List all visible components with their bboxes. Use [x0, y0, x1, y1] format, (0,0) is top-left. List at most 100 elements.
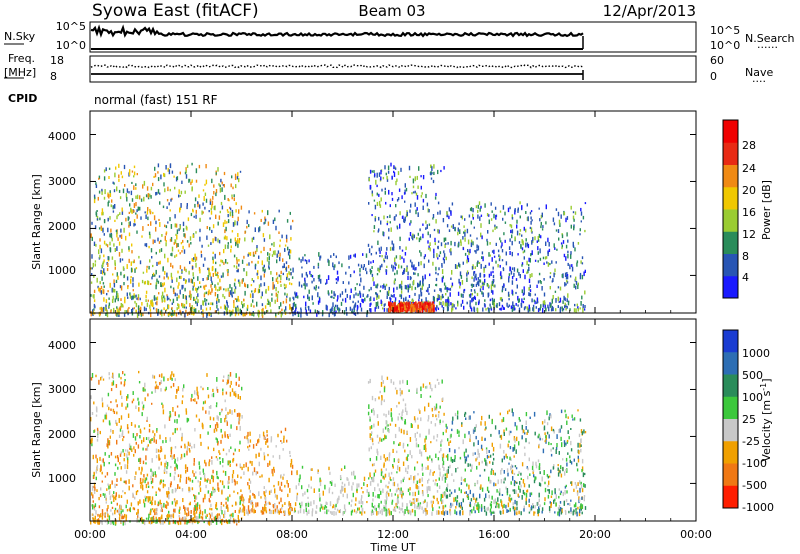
data-cell	[399, 387, 401, 391]
data-cell	[134, 268, 136, 273]
data-cell	[208, 461, 210, 467]
data-cell	[467, 239, 470, 245]
data-cell	[150, 283, 152, 285]
data-cell	[134, 436, 137, 441]
data-cell	[380, 471, 383, 477]
data-cell	[395, 214, 397, 217]
data-cell	[528, 278, 531, 283]
data-cell	[234, 390, 237, 396]
data-cell	[124, 513, 126, 518]
data-cell	[227, 480, 229, 485]
data-cell	[331, 295, 333, 299]
data-cell	[164, 297, 166, 303]
data-cell	[344, 487, 346, 493]
data-cell	[114, 472, 116, 476]
data-cell	[285, 234, 288, 239]
data-cell	[111, 506, 114, 509]
data-cell	[235, 373, 237, 378]
data-cell	[146, 186, 149, 191]
data-cell	[186, 417, 188, 423]
data-cell	[119, 504, 121, 510]
data-cell	[377, 451, 379, 456]
data-cell	[305, 503, 307, 507]
data-cell	[480, 223, 482, 228]
data-cell	[290, 507, 292, 512]
data-cell	[228, 449, 230, 453]
data-cell	[451, 307, 453, 313]
data-cell	[157, 449, 160, 453]
data-cell	[276, 508, 279, 514]
data-cell	[238, 419, 240, 425]
data-cell	[106, 518, 109, 521]
data-cell	[185, 469, 187, 474]
data-cell	[351, 310, 353, 314]
data-cell	[231, 214, 234, 218]
data-cell	[512, 476, 514, 481]
data-cell	[188, 503, 191, 506]
data-cell	[235, 393, 237, 398]
data-cell	[294, 507, 296, 512]
power-x-ticks	[89, 111, 697, 313]
data-cell	[106, 443, 108, 447]
data-cell	[216, 514, 218, 520]
data-cell	[160, 282, 162, 287]
data-cell	[112, 520, 115, 526]
data-cell	[178, 194, 180, 198]
data-cell	[398, 188, 401, 192]
data-cell	[370, 511, 373, 516]
data-cell	[201, 210, 203, 215]
data-cell	[145, 517, 148, 520]
data-cell	[207, 431, 209, 435]
data-cell	[225, 520, 228, 523]
data-cell	[358, 500, 360, 504]
data-cell	[408, 389, 410, 392]
data-cell	[423, 445, 425, 450]
data-cell	[237, 233, 239, 238]
data-cell	[511, 408, 513, 413]
data-cell	[161, 234, 163, 237]
data-cell	[203, 285, 205, 289]
data-cell	[128, 451, 130, 456]
data-cell	[476, 262, 478, 267]
data-cell	[250, 284, 253, 287]
data-cell	[186, 205, 188, 210]
data-cell	[93, 430, 95, 433]
data-cell	[571, 481, 573, 486]
data-cell	[194, 390, 196, 395]
data-cell	[130, 278, 132, 284]
freq-tick-bottom: 8	[50, 70, 57, 83]
data-cell	[401, 502, 404, 508]
data-cell	[388, 472, 390, 477]
data-cell	[426, 489, 429, 494]
data-cell	[215, 261, 217, 265]
data-cell	[143, 437, 145, 443]
data-cell	[228, 291, 230, 297]
data-cell	[294, 291, 296, 295]
data-cell	[235, 209, 237, 213]
data-cell	[162, 404, 164, 409]
data-cell	[191, 446, 193, 449]
data-cell	[185, 279, 187, 283]
data-cell	[133, 185, 135, 190]
data-cell	[510, 224, 513, 229]
data-cell	[171, 170, 174, 174]
data-cell	[165, 240, 167, 243]
data-cell	[129, 169, 131, 172]
data-cell	[127, 427, 129, 430]
data-cell	[289, 282, 291, 285]
data-cell	[438, 229, 440, 234]
data-cell	[177, 303, 179, 307]
data-cell	[391, 305, 393, 310]
data-cell	[212, 388, 214, 392]
data-cell	[414, 292, 416, 296]
data-cell	[466, 301, 468, 305]
data-cell	[248, 478, 251, 481]
data-cell	[137, 294, 140, 298]
data-cell	[109, 422, 111, 426]
data-cell	[427, 289, 429, 293]
data-cell	[105, 243, 107, 246]
data-cell	[292, 312, 294, 317]
data-cell	[132, 398, 135, 402]
data-cell	[423, 500, 426, 503]
